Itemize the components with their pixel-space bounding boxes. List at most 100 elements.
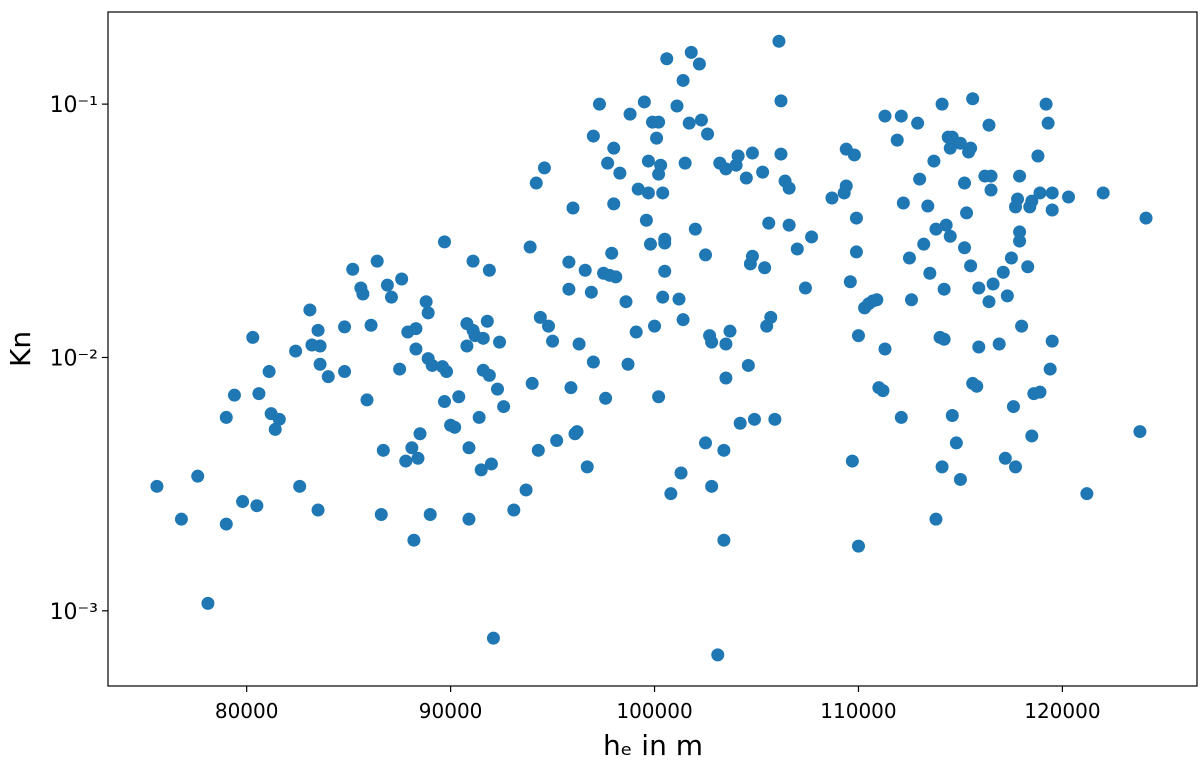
point [984, 169, 998, 183]
x-tick-label: 80000 [215, 699, 279, 723]
point [1011, 192, 1025, 206]
point [953, 472, 967, 486]
point [682, 116, 696, 130]
point [321, 370, 335, 384]
point [774, 147, 788, 161]
point [623, 107, 637, 121]
point [935, 460, 949, 474]
point [1013, 234, 1027, 248]
point [705, 479, 719, 493]
point [599, 391, 613, 405]
point [654, 158, 668, 172]
point [945, 409, 959, 423]
point [747, 412, 761, 426]
point [384, 290, 398, 304]
point [943, 229, 957, 243]
point [678, 156, 692, 170]
point [637, 95, 651, 109]
point [541, 319, 555, 333]
point [448, 420, 462, 434]
point [507, 503, 521, 517]
point [1045, 203, 1059, 217]
point [641, 154, 655, 168]
point [607, 141, 621, 155]
point [570, 425, 584, 439]
point [621, 357, 635, 371]
point [346, 262, 360, 276]
point [380, 278, 394, 292]
plot-frame [107, 11, 1198, 687]
point [762, 216, 776, 230]
point [219, 410, 233, 424]
point [564, 381, 578, 395]
point [578, 263, 592, 277]
point [497, 400, 511, 414]
point [227, 388, 241, 402]
point [1039, 97, 1053, 111]
x-tick-label: 120000 [1024, 699, 1100, 723]
point [913, 172, 927, 186]
point [586, 129, 600, 143]
point [338, 320, 352, 334]
point [1062, 190, 1076, 204]
point [629, 325, 643, 339]
point [289, 344, 303, 358]
point [460, 339, 474, 353]
point [935, 97, 949, 111]
point [413, 427, 427, 441]
point [246, 330, 260, 344]
point [927, 154, 941, 168]
point [272, 412, 286, 426]
point [790, 242, 804, 256]
point [480, 314, 494, 328]
point [688, 222, 702, 236]
point [399, 454, 413, 468]
point [395, 272, 409, 286]
point [601, 156, 615, 170]
point [921, 199, 935, 213]
point [562, 255, 576, 269]
point [313, 357, 327, 371]
point [672, 292, 686, 306]
point [699, 436, 713, 450]
point [996, 265, 1010, 279]
point [219, 517, 233, 531]
point [851, 329, 865, 343]
point [311, 323, 325, 337]
point [847, 148, 861, 162]
point [605, 246, 619, 260]
point [523, 240, 537, 254]
point [338, 365, 352, 379]
point [466, 254, 480, 268]
x-axis-label: hₑ in m [603, 729, 703, 762]
point [739, 171, 753, 185]
point [982, 295, 996, 309]
point [658, 264, 672, 278]
y-axis-label: Kn [4, 331, 37, 367]
point [656, 186, 670, 200]
point [870, 293, 884, 307]
point [1041, 116, 1055, 130]
point [958, 241, 972, 255]
point [656, 290, 670, 304]
point [268, 422, 282, 436]
point [960, 206, 974, 220]
point [409, 342, 423, 356]
point [150, 479, 164, 493]
point [586, 355, 600, 369]
point [1043, 362, 1057, 376]
point [943, 141, 957, 155]
point [1033, 385, 1047, 399]
point [566, 201, 580, 215]
point [491, 382, 505, 396]
point [731, 149, 745, 163]
point [658, 236, 672, 250]
point [970, 379, 984, 393]
point [923, 266, 937, 280]
point [376, 443, 390, 457]
point [201, 596, 215, 610]
point [839, 179, 853, 193]
point [482, 263, 496, 277]
point [929, 512, 943, 526]
y-tick-label: 10⁻² [50, 346, 98, 371]
